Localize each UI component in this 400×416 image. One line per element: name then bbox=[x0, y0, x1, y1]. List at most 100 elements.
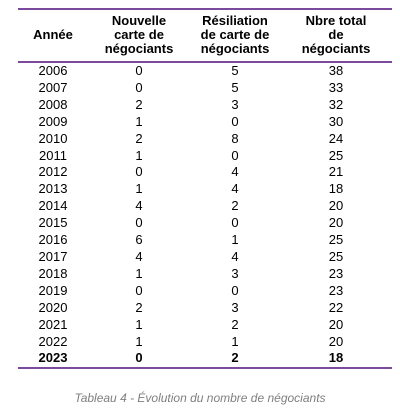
table-row: 2006 0 5 38 bbox=[18, 62, 392, 80]
table-cell: 0 bbox=[135, 215, 143, 231]
table-cell: 2 bbox=[135, 130, 143, 146]
table-cell: 38 bbox=[328, 63, 344, 78]
table-cell: 2008 bbox=[38, 96, 68, 112]
table-cell: 2012 bbox=[38, 164, 68, 180]
table-cell: 4 bbox=[231, 181, 239, 197]
table-cell: 2010 bbox=[38, 130, 68, 146]
table-row: 2021 1 2 20 bbox=[18, 317, 392, 334]
table-cell: 21 bbox=[328, 164, 344, 180]
table-cell: 2 bbox=[231, 350, 239, 366]
table-cell: 2014 bbox=[38, 198, 68, 214]
table-cell: 2017 bbox=[38, 248, 68, 264]
table-cell: 4 bbox=[135, 198, 143, 214]
table-cell: 3 bbox=[231, 96, 239, 112]
table-cell: 5 bbox=[231, 79, 239, 95]
table-cell: 2023 bbox=[38, 350, 68, 366]
table-row: 2019 0 0 23 bbox=[18, 283, 392, 300]
table-row: 2013 1 4 18 bbox=[18, 181, 392, 198]
table-row: 2020 2 3 22 bbox=[18, 300, 392, 317]
table-cell: 2020 bbox=[38, 299, 68, 315]
table-row: 2007 0 5 33 bbox=[18, 80, 392, 97]
table-cell: 0 bbox=[135, 282, 143, 298]
table-cell: 1 bbox=[135, 181, 143, 197]
table-cell: 1 bbox=[135, 147, 143, 163]
header-line: Nouvelle bbox=[111, 13, 167, 28]
header-cell: Nouvelle carte de négociants bbox=[88, 9, 190, 62]
table-cell: 20 bbox=[328, 333, 344, 349]
table-row: 2017 4 4 25 bbox=[18, 249, 392, 266]
table-cell: 2021 bbox=[38, 316, 68, 332]
header-line: de carte de bbox=[200, 27, 270, 42]
table-cell: 4 bbox=[231, 248, 239, 264]
header-line: Résiliation bbox=[202, 13, 268, 28]
table-cell: 2011 bbox=[39, 147, 67, 163]
table-row: 2016 6 1 25 bbox=[18, 232, 392, 249]
table-cell: 2009 bbox=[38, 113, 68, 129]
table-row: 2012 0 4 21 bbox=[18, 164, 392, 181]
table-row: 2010 2 8 24 bbox=[18, 131, 392, 148]
table-cell: 3 bbox=[231, 299, 239, 315]
table-cell: 2007 bbox=[38, 79, 68, 95]
table-row: 2014 4 2 20 bbox=[18, 198, 392, 215]
header-line: négociants bbox=[200, 41, 270, 56]
caption: Tableau 4 - Évolution du nombre de négoc… bbox=[74, 391, 326, 405]
table-cell: 0 bbox=[231, 282, 239, 298]
table-cell: 20 bbox=[328, 316, 344, 332]
table-cell: 2015 bbox=[38, 215, 68, 231]
table-row: 2018 1 3 23 bbox=[18, 266, 392, 283]
header-row: Année Nouvelle carte de négociants Résiliati… bbox=[18, 9, 392, 62]
header-line: négociants bbox=[104, 41, 174, 56]
table-cell: 33 bbox=[328, 79, 344, 95]
header-cell: Année bbox=[18, 9, 88, 62]
table-cell: 5 bbox=[231, 63, 239, 78]
table: Année Nouvelle carte de négociants Résiliati… bbox=[18, 8, 392, 369]
table-cell: 8 bbox=[231, 130, 239, 146]
table-cell: 0 bbox=[135, 164, 143, 180]
table-cell: 20 bbox=[328, 215, 344, 231]
table-row: 2023 0 2 18 bbox=[18, 350, 392, 369]
table-cell: 2006 bbox=[38, 63, 68, 78]
table-cell: 23 bbox=[328, 265, 344, 281]
table-row: 2009 1 0 30 bbox=[18, 114, 392, 131]
table-wrap: Année Nouvelle carte de négociants Résiliati… bbox=[18, 8, 392, 369]
table-cell: 2 bbox=[135, 299, 143, 315]
table-cell: 2 bbox=[231, 316, 239, 332]
header-line: Année bbox=[33, 27, 73, 42]
table-cell: 24 bbox=[328, 130, 344, 146]
table-cell: 2022 bbox=[38, 333, 68, 349]
table-cell: 30 bbox=[328, 113, 344, 129]
table-cell: 2 bbox=[135, 96, 143, 112]
header-line: de bbox=[328, 27, 344, 42]
header-line: carte de bbox=[114, 27, 164, 42]
header-line: Nbre total bbox=[305, 13, 367, 28]
table-cell: 25 bbox=[328, 147, 344, 163]
header-line: négociants bbox=[301, 41, 371, 56]
table-cell: 20 bbox=[328, 198, 344, 214]
table-row: 2022 1 1 20 bbox=[18, 334, 392, 351]
table-cell: 0 bbox=[135, 350, 143, 366]
table-cell: 25 bbox=[328, 248, 344, 264]
table-row: 2008 2 3 32 bbox=[18, 97, 392, 114]
table-cell: 4 bbox=[135, 248, 143, 264]
table-cell: 2019 bbox=[38, 282, 68, 298]
header-cell: Résiliation de carte de négociants bbox=[190, 9, 280, 62]
table-cell: 1 bbox=[231, 333, 239, 349]
table-body: 2006 0 5 38 2007 0 5 33 2008 2 3 32 2009 1 0 30 2010 2 8 24… bbox=[18, 62, 392, 369]
table-cell: 1 bbox=[135, 265, 143, 281]
table-cell: 1 bbox=[135, 316, 143, 332]
table-cell: 1 bbox=[231, 232, 239, 248]
table-cell: 32 bbox=[328, 96, 344, 112]
table-row: 2011 1 0 25 bbox=[18, 148, 392, 165]
table-cell: 1 bbox=[135, 113, 143, 129]
table-cell: 3 bbox=[231, 265, 239, 281]
table-cell: 1 bbox=[135, 333, 143, 349]
table-cell: 23 bbox=[328, 282, 344, 298]
table-cell: 2016 bbox=[38, 232, 68, 248]
table-cell: 0 bbox=[135, 79, 143, 95]
table-header: Année Nouvelle carte de négociants Résiliati… bbox=[18, 9, 392, 62]
table-cell: 2 bbox=[231, 198, 239, 214]
table-cell: 0 bbox=[231, 113, 239, 129]
table-cell: 2018 bbox=[38, 265, 68, 281]
table-cell: 6 bbox=[135, 232, 143, 248]
